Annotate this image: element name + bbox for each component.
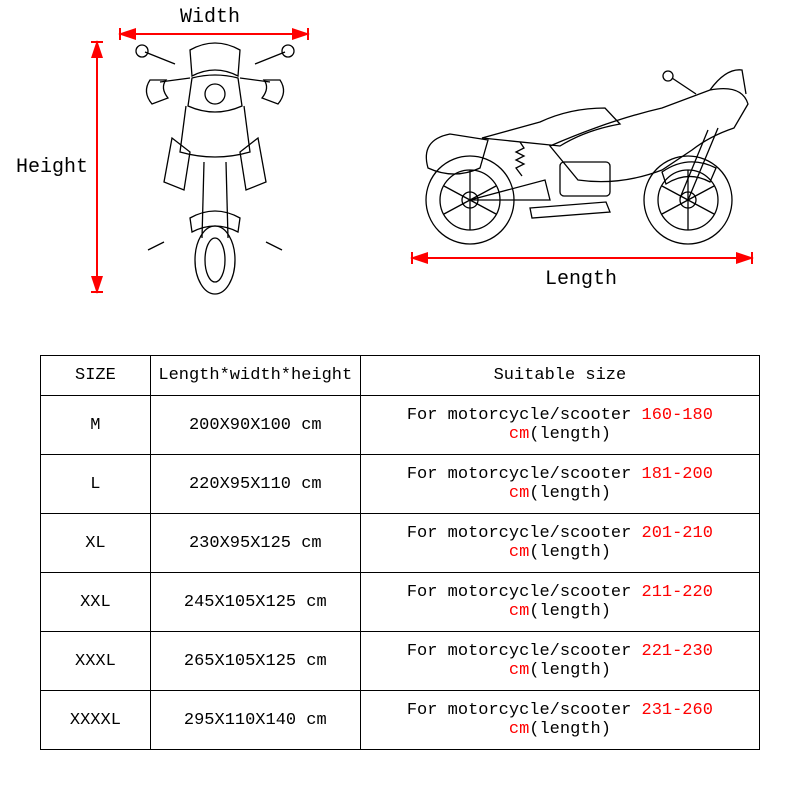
diagram-area: Width Height Length (0, 0, 800, 330)
diagram-svg (0, 0, 800, 330)
table-row: XXXXL295X110X140 cmFor motorcycle/scoote… (41, 691, 760, 750)
width-label: Width (180, 6, 240, 29)
suitable-cell: For motorcycle/scooter 231-260 cm(length… (360, 691, 759, 750)
dimension-cell: 245X105X125 cm (150, 573, 360, 632)
table-header-row: SIZE Length*width*height Suitable size (41, 356, 760, 396)
suitable-cell: For motorcycle/scooter 221-230 cm(length… (360, 632, 759, 691)
size-cell: XL (41, 514, 151, 573)
header-suitable: Suitable size (360, 356, 759, 396)
size-cell: XXXXL (41, 691, 151, 750)
suitable-cell: For motorcycle/scooter 211-220 cm(length… (360, 573, 759, 632)
suitable-cell: For motorcycle/scooter 181-200 cm(length… (360, 455, 759, 514)
table-row: XXL245X105X125 cmFor motorcycle/scooter … (41, 573, 760, 632)
length-label: Length (545, 268, 617, 291)
table-row: L220X95X110 cmFor motorcycle/scooter 181… (41, 455, 760, 514)
dimension-cell: 220X95X110 cm (150, 455, 360, 514)
dimension-cell: 295X110X140 cm (150, 691, 360, 750)
table-row: M200X90X100 cmFor motorcycle/scooter 160… (41, 396, 760, 455)
height-label: Height (16, 156, 88, 179)
table-row: XL230X95X125 cmFor motorcycle/scooter 20… (41, 514, 760, 573)
size-table: SIZE Length*width*height Suitable size M… (40, 355, 760, 750)
size-cell: L (41, 455, 151, 514)
dimension-cell: 265X105X125 cm (150, 632, 360, 691)
size-cell: M (41, 396, 151, 455)
header-dimensions: Length*width*height (150, 356, 360, 396)
motorcycle-side-icon (426, 70, 748, 244)
header-size: SIZE (41, 356, 151, 396)
size-cell: XXXL (41, 632, 151, 691)
suitable-cell: For motorcycle/scooter 160-180 cm(length… (360, 396, 759, 455)
dimension-cell: 230X95X125 cm (150, 514, 360, 573)
suitable-cell: For motorcycle/scooter 201-210 cm(length… (360, 514, 759, 573)
motorcycle-front-icon (136, 43, 294, 294)
dimension-cell: 200X90X100 cm (150, 396, 360, 455)
size-cell: XXL (41, 573, 151, 632)
table-row: XXXL265X105X125 cmFor motorcycle/scooter… (41, 632, 760, 691)
